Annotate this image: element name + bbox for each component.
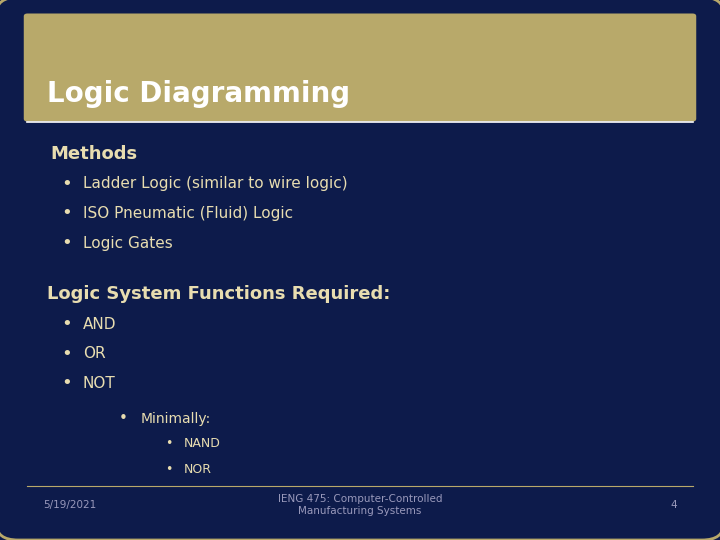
Text: Logic System Functions Required:: Logic System Functions Required:: [47, 285, 390, 303]
Text: ISO Pneumatic (Fluid) Logic: ISO Pneumatic (Fluid) Logic: [83, 206, 293, 221]
Text: •: •: [61, 174, 72, 193]
Text: OR: OR: [83, 346, 105, 361]
Text: •: •: [166, 463, 173, 476]
Text: Methods: Methods: [50, 145, 138, 163]
Text: •: •: [61, 345, 72, 363]
Text: Minimally:: Minimally:: [140, 411, 211, 426]
FancyBboxPatch shape: [24, 14, 696, 122]
Text: IENG 475: Computer-Controlled
Manufacturing Systems: IENG 475: Computer-Controlled Manufactur…: [278, 494, 442, 516]
Text: Logic Gates: Logic Gates: [83, 235, 173, 251]
Text: Ladder Logic (similar to wire logic): Ladder Logic (similar to wire logic): [83, 176, 348, 191]
Text: •: •: [61, 374, 72, 393]
Text: •: •: [61, 234, 72, 252]
Text: NAND: NAND: [184, 437, 220, 450]
Text: Logic Diagramming: Logic Diagramming: [47, 80, 350, 109]
Text: 5/19/2021: 5/19/2021: [43, 500, 96, 510]
Text: NOT: NOT: [83, 376, 115, 391]
Text: •: •: [61, 204, 72, 222]
Text: 4: 4: [670, 500, 677, 510]
Text: •: •: [119, 411, 127, 426]
Text: NOR: NOR: [184, 463, 212, 476]
Text: •: •: [166, 437, 173, 450]
Text: AND: AND: [83, 316, 117, 332]
Text: •: •: [61, 315, 72, 333]
